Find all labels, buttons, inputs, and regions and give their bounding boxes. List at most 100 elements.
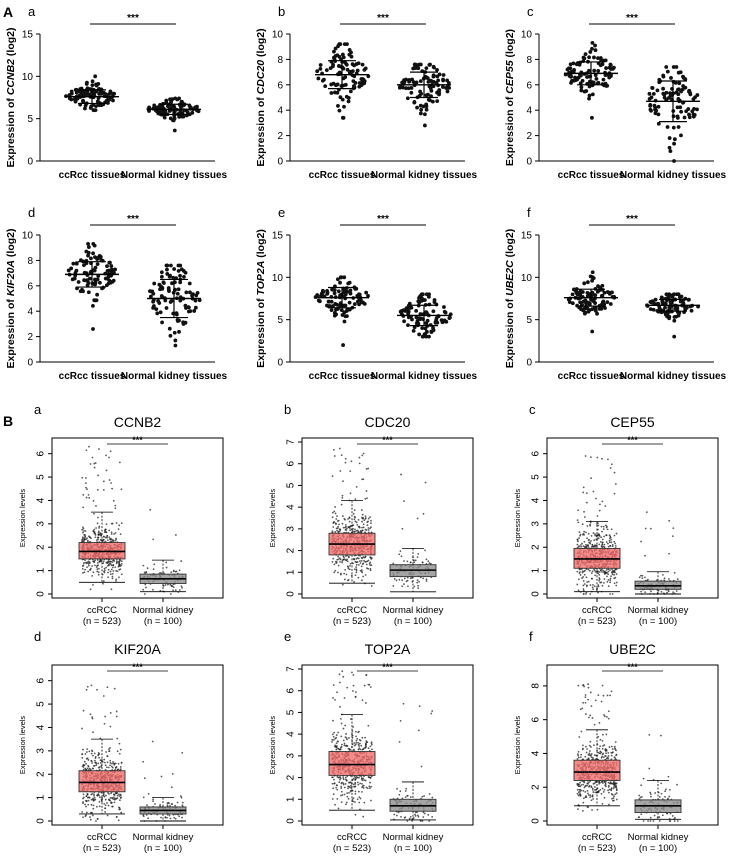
data-point <box>594 76 599 81</box>
data-point <box>336 44 340 49</box>
data-point <box>169 817 172 820</box>
data-point <box>596 523 598 525</box>
data-point <box>83 537 86 539</box>
data-point <box>406 303 411 308</box>
data-point <box>362 67 367 72</box>
data-point <box>352 302 357 307</box>
x-category-label: Normal kidney tissues <box>620 170 727 181</box>
data-point <box>88 796 90 799</box>
x-category-label: Normal kidney <box>628 832 689 843</box>
data-point <box>89 588 92 591</box>
data-point <box>582 486 585 489</box>
data-point <box>97 753 100 756</box>
data-point <box>182 274 186 279</box>
y-axis-label: Expression of CDC20 (log2) <box>255 28 267 166</box>
data-point <box>590 535 593 537</box>
data-point <box>590 546 593 548</box>
data-point <box>109 725 112 728</box>
data-point <box>112 564 114 567</box>
data-point <box>688 92 693 97</box>
data-point <box>583 540 586 543</box>
data-point <box>353 558 356 560</box>
data-point <box>103 722 106 725</box>
data-point <box>350 460 353 463</box>
data-point <box>365 740 368 743</box>
y-tick-label: 2 <box>286 547 297 553</box>
data-point <box>325 303 329 308</box>
data-point <box>169 104 174 109</box>
data-point <box>360 565 363 568</box>
data-point <box>578 545 581 547</box>
data-point <box>371 748 373 751</box>
data-point <box>181 269 186 273</box>
data-point <box>363 684 366 687</box>
data-point <box>86 767 89 770</box>
data-point <box>603 578 606 580</box>
data-point <box>342 42 347 47</box>
data-point <box>592 588 595 591</box>
data-point <box>579 88 584 93</box>
data-point <box>439 318 444 323</box>
data-point <box>194 293 199 298</box>
x-category-label: Normal kidney <box>628 605 689 616</box>
data-point <box>604 66 609 70</box>
dot-group <box>397 62 452 128</box>
data-point <box>606 694 609 697</box>
data-point <box>181 751 184 754</box>
data-point <box>681 84 686 88</box>
data-point <box>86 253 90 258</box>
data-point <box>108 750 110 753</box>
data-point <box>584 701 587 704</box>
data-point <box>358 745 360 747</box>
data-point <box>146 567 149 570</box>
data-point <box>349 492 352 495</box>
panel-letter: a <box>28 4 36 19</box>
data-point <box>359 797 362 800</box>
data-point <box>109 759 112 762</box>
data-point <box>346 99 351 104</box>
data-point <box>419 107 424 112</box>
data-point <box>348 89 353 94</box>
data-point <box>112 570 115 572</box>
data-point <box>119 533 122 536</box>
data-point <box>349 718 352 720</box>
data-point <box>597 572 600 575</box>
data-point <box>112 559 115 562</box>
data-point <box>576 788 579 791</box>
data-point <box>601 530 603 533</box>
data-point <box>358 462 361 465</box>
data-point <box>614 741 617 743</box>
data-point <box>103 570 105 573</box>
data-point <box>598 543 601 546</box>
data-point <box>355 730 357 733</box>
data-point <box>593 723 596 726</box>
data-point <box>683 307 688 312</box>
data-point <box>165 267 169 272</box>
data-point <box>163 298 168 303</box>
data-point <box>364 779 367 782</box>
data-point <box>588 541 590 544</box>
data-point <box>649 527 652 530</box>
data-point <box>418 79 423 84</box>
data-point <box>606 575 608 578</box>
data-point <box>340 801 343 803</box>
data-point <box>354 813 357 816</box>
data-point <box>91 574 94 577</box>
data-point <box>172 330 177 335</box>
data-point <box>333 510 336 513</box>
data-point <box>357 530 360 533</box>
data-point <box>108 793 110 795</box>
data-point <box>146 804 148 807</box>
y-tick-label: 15 <box>521 231 533 242</box>
data-point <box>592 490 595 493</box>
data-point <box>364 531 366 534</box>
data-point <box>587 55 591 60</box>
data-point <box>102 582 104 585</box>
data-point <box>155 311 160 316</box>
data-point <box>676 125 681 129</box>
data-point <box>601 782 604 784</box>
data-point <box>668 149 673 154</box>
data-point <box>588 50 593 54</box>
